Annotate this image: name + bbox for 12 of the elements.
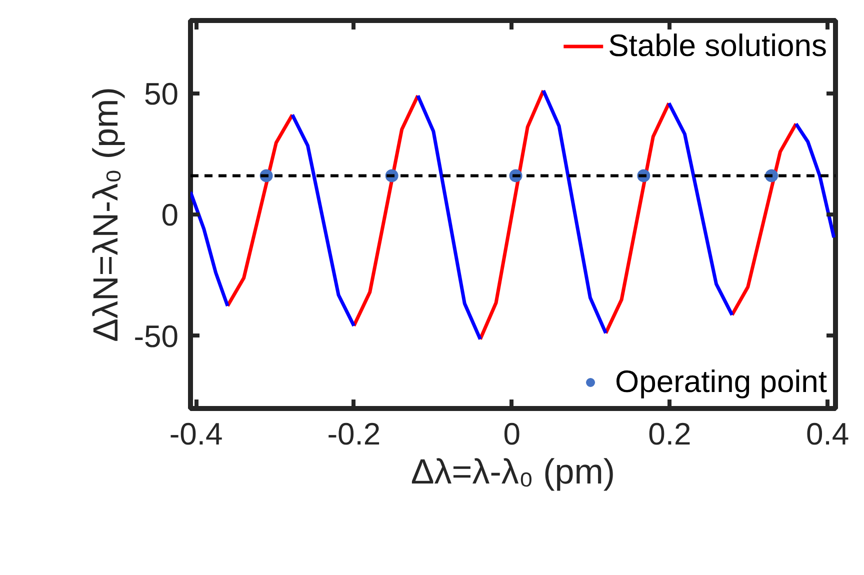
x-tick-label: 0 bbox=[503, 416, 520, 452]
legend-label: Stable solutions bbox=[608, 28, 827, 64]
x-tick-label: -0.2 bbox=[327, 416, 381, 452]
y-tick-label: 50 bbox=[144, 76, 179, 112]
x-tick-label: 0.2 bbox=[648, 416, 692, 452]
y-axis-title: ΔλN=λN-λ₀ (pm) bbox=[86, 87, 126, 342]
x-tick-label: 0.4 bbox=[806, 416, 850, 452]
y-tick-label: -50 bbox=[134, 318, 179, 354]
y-tick-label: 0 bbox=[161, 198, 179, 232]
legend-label: Operating point bbox=[615, 364, 827, 400]
x-tick-label: -0.4 bbox=[169, 416, 223, 452]
x-axis-title: Δλ=λ-λ₀ (pm) bbox=[410, 452, 616, 492]
